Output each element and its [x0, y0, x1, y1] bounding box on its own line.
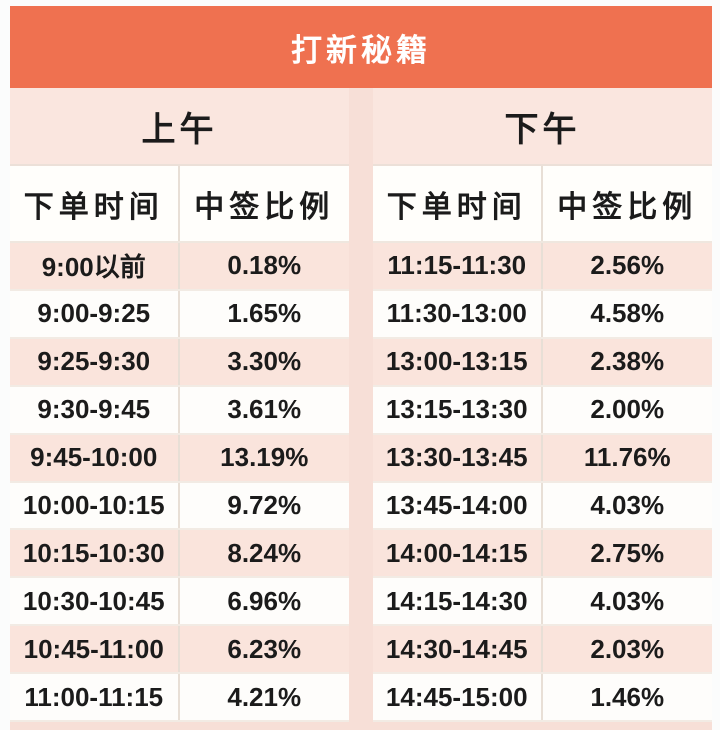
table-row: 9:00-9:25 1.65% [10, 290, 349, 339]
order-time-cell: 13:45-14:00 [373, 482, 543, 529]
afternoon-table: 下午 下单时间 中签比例 11:15-11:30 2.56% 11:30-13:00… [373, 88, 712, 723]
table-row: 11:00-11:15 4.21% [10, 674, 349, 723]
morning-table: 上午 下单时间 中签比例 9:00以前 0.18% 9:00-9:25 1.65% 9:… [10, 88, 349, 723]
column-header-order-time: 下单时间 [10, 166, 180, 241]
table-row: 13:15-13:30 2.00% [373, 386, 712, 435]
win-ratio-cell: 3.30% [227, 346, 302, 377]
order-time-cell: 9:45-10:00 [10, 434, 180, 481]
table-body-morning: 9:00以前 0.18% 9:00-9:25 1.65% 9:25-9:30 3.30% 9… [10, 243, 349, 723]
column-header-win-ratio: 中签比例 [194, 190, 335, 224]
order-time-cell: 9:30-9:45 [10, 386, 180, 433]
table-row: 14:30-14:45 2.03% [373, 626, 712, 675]
win-ratio-cell: 2.75% [590, 537, 665, 568]
order-time-cell: 14:45-15:00 [373, 674, 543, 721]
win-ratio-cell: 9.72% [227, 489, 302, 520]
order-time-cell: 14:30-14:45 [373, 626, 543, 673]
table-row: 9:25-9:30 3.30% [10, 338, 349, 387]
table-row: 10:45-11:00 6.23% [10, 626, 349, 675]
win-ratio-cell: 4.58% [590, 298, 665, 329]
table-row: 13:45-14:00 4.03% [373, 482, 712, 531]
order-time-cell: 11:00-11:15 [10, 674, 180, 721]
win-ratio-cell: 1.46% [590, 681, 665, 712]
table-row: 13:00-13:15 2.38% [373, 338, 712, 387]
win-ratio-cell: 1.65% [227, 298, 302, 329]
order-time-cell: 10:45-11:00 [10, 626, 180, 673]
table-row: 14:15-14:30 4.03% [373, 578, 712, 627]
tables-container: 上午 下单时间 中签比例 9:00以前 0.18% 9:00-9:25 1.65% 9:… [10, 88, 712, 730]
table-row: 9:00以前 0.18% [10, 243, 349, 291]
table-row: 9:30-9:45 3.61% [10, 386, 349, 435]
win-ratio-cell: 4.03% [590, 585, 665, 616]
column-header-row: 下单时间 中签比例 [10, 166, 349, 243]
win-ratio-cell: 2.03% [590, 633, 665, 664]
table-row: 13:30-13:45 11.76% [373, 434, 712, 483]
table-row: 9:45-10:00 13.19% [10, 434, 349, 483]
order-time-cell: 13:15-13:30 [373, 386, 543, 433]
order-time-cell: 13:00-13:15 [373, 338, 543, 385]
order-time-cell: 9:00-9:25 [10, 290, 180, 337]
table-row: 14:45-15:00 1.46% [373, 674, 712, 723]
order-time-cell: 13:30-13:45 [373, 434, 543, 481]
column-header-order-time: 下单时间 [373, 166, 543, 241]
panel-title-morning: 上午 [10, 88, 349, 166]
table-row: 10:15-10:30 8.24% [10, 530, 349, 579]
win-ratio-cell: 6.96% [227, 585, 302, 616]
win-ratio-cell: 11.76% [583, 442, 671, 473]
column-header-win-ratio: 中签比例 [557, 190, 698, 224]
column-header-row: 下单时间 中签比例 [373, 166, 712, 243]
panel-title-afternoon: 下午 [373, 88, 712, 166]
win-ratio-cell: 4.21% [227, 681, 302, 712]
table-row: 14:00-14:15 2.75% [373, 530, 712, 579]
page-title: 打新秘籍 [291, 32, 431, 68]
order-time-cell: 10:15-10:30 [10, 530, 180, 577]
table-row: 10:00-10:15 9.72% [10, 482, 349, 531]
win-ratio-cell: 4.03% [590, 489, 665, 520]
order-time-cell: 10:30-10:45 [10, 578, 180, 625]
table-body-afternoon: 11:15-11:30 2.56% 11:30-13:00 4.58% 13:00-13… [373, 243, 712, 723]
order-time-cell: 11:30-13:00 [373, 290, 543, 337]
order-time-cell: 10:00-10:15 [10, 482, 180, 529]
order-time-cell: 14:00-14:15 [373, 530, 543, 577]
win-ratio-cell: 8.24% [227, 537, 302, 568]
win-ratio-cell: 0.18% [227, 250, 302, 281]
win-ratio-cell: 3.61% [227, 394, 302, 425]
win-ratio-cell: 2.38% [590, 346, 665, 377]
order-time-cell: 9:00以前 [10, 243, 180, 289]
win-ratio-cell: 6.23% [227, 633, 302, 664]
order-time-cell: 11:15-11:30 [373, 243, 543, 289]
win-ratio-cell: 13.19% [220, 442, 309, 473]
table-row: 11:15-11:30 2.56% [373, 243, 712, 291]
title-banner: 打新秘籍 [10, 6, 712, 88]
order-time-cell: 9:25-9:30 [10, 338, 180, 385]
win-ratio-cell: 2.00% [590, 394, 665, 425]
order-time-cell: 14:15-14:30 [373, 578, 543, 625]
table-row: 10:30-10:45 6.96% [10, 578, 349, 627]
win-ratio-cell: 2.56% [590, 250, 665, 281]
table-row: 11:30-13:00 4.58% [373, 290, 712, 339]
